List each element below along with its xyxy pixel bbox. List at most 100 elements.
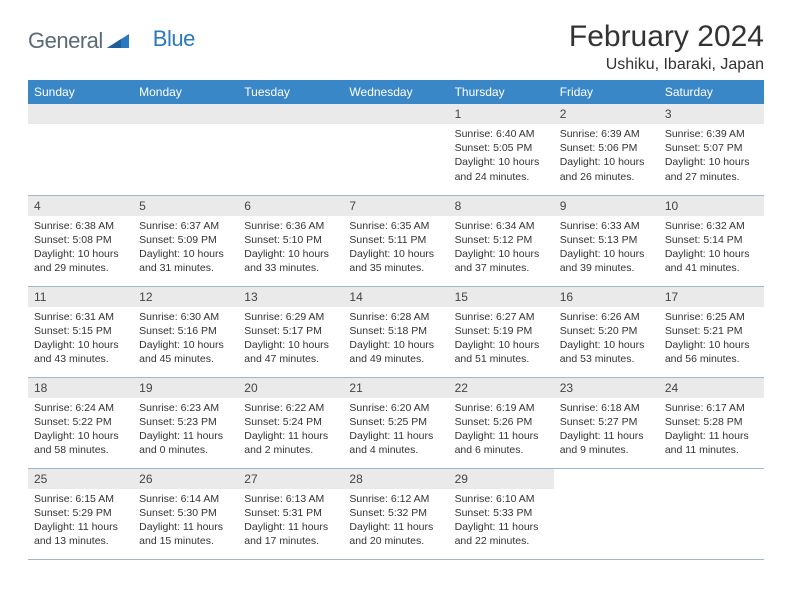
day-detail: Sunrise: 6:20 AMSunset: 5:25 PMDaylight:…: [343, 398, 448, 462]
day-cell: 22Sunrise: 6:19 AMSunset: 5:26 PMDayligh…: [449, 377, 554, 468]
empty-cell: [343, 104, 448, 195]
day-cell: 6Sunrise: 6:36 AMSunset: 5:10 PMDaylight…: [238, 195, 343, 286]
day-detail: Sunrise: 6:23 AMSunset: 5:23 PMDaylight:…: [133, 398, 238, 462]
sunrise-line: Sunrise: 6:22 AM: [244, 401, 337, 415]
sunset-line: Sunset: 5:30 PM: [139, 506, 232, 520]
sunset-line: Sunset: 5:28 PM: [665, 415, 758, 429]
day-cell: 25Sunrise: 6:15 AMSunset: 5:29 PMDayligh…: [28, 468, 133, 559]
sunrise-line: Sunrise: 6:27 AM: [455, 310, 548, 324]
day-number: 2: [554, 104, 659, 124]
daylight-line: Daylight: 11 hours and 22 minutes.: [455, 520, 548, 548]
empty-daynum: [28, 104, 133, 124]
day-number: 24: [659, 378, 764, 398]
day-cell: 8Sunrise: 6:34 AMSunset: 5:12 PMDaylight…: [449, 195, 554, 286]
sunrise-line: Sunrise: 6:37 AM: [139, 219, 232, 233]
day-detail: Sunrise: 6:12 AMSunset: 5:32 PMDaylight:…: [343, 489, 448, 553]
logo: General Blue: [28, 20, 195, 54]
day-detail: Sunrise: 6:27 AMSunset: 5:19 PMDaylight:…: [449, 307, 554, 371]
weekday-header: Saturday: [659, 80, 764, 104]
day-number: 11: [28, 287, 133, 307]
sunrise-line: Sunrise: 6:24 AM: [34, 401, 127, 415]
day-cell: 17Sunrise: 6:25 AMSunset: 5:21 PMDayligh…: [659, 286, 764, 377]
day-cell: 10Sunrise: 6:32 AMSunset: 5:14 PMDayligh…: [659, 195, 764, 286]
empty-daynum: [133, 104, 238, 124]
day-detail: Sunrise: 6:18 AMSunset: 5:27 PMDaylight:…: [554, 398, 659, 462]
day-cell: 26Sunrise: 6:14 AMSunset: 5:30 PMDayligh…: [133, 468, 238, 559]
sunset-line: Sunset: 5:26 PM: [455, 415, 548, 429]
sunset-line: Sunset: 5:22 PM: [34, 415, 127, 429]
sunset-line: Sunset: 5:23 PM: [139, 415, 232, 429]
calendar-week-row: 11Sunrise: 6:31 AMSunset: 5:15 PMDayligh…: [28, 286, 764, 377]
logo-text-general: General: [28, 28, 103, 54]
daylight-line: Daylight: 10 hours and 26 minutes.: [560, 155, 653, 183]
sunset-line: Sunset: 5:16 PM: [139, 324, 232, 338]
daylight-line: Daylight: 10 hours and 29 minutes.: [34, 247, 127, 275]
day-cell: 19Sunrise: 6:23 AMSunset: 5:23 PMDayligh…: [133, 377, 238, 468]
logo-text-blue: Blue: [153, 26, 195, 52]
sunset-line: Sunset: 5:10 PM: [244, 233, 337, 247]
daylight-line: Daylight: 10 hours and 43 minutes.: [34, 338, 127, 366]
day-number: 23: [554, 378, 659, 398]
day-number: 6: [238, 196, 343, 216]
day-detail: Sunrise: 6:13 AMSunset: 5:31 PMDaylight:…: [238, 489, 343, 553]
day-detail: Sunrise: 6:31 AMSunset: 5:15 PMDaylight:…: [28, 307, 133, 371]
daylight-line: Daylight: 11 hours and 2 minutes.: [244, 429, 337, 457]
sunset-line: Sunset: 5:15 PM: [34, 324, 127, 338]
calendar-body: 1Sunrise: 6:40 AMSunset: 5:05 PMDaylight…: [28, 104, 764, 559]
day-number: 10: [659, 196, 764, 216]
sunrise-line: Sunrise: 6:29 AM: [244, 310, 337, 324]
weekday-header: Sunday: [28, 80, 133, 104]
day-cell: 9Sunrise: 6:33 AMSunset: 5:13 PMDaylight…: [554, 195, 659, 286]
daylight-line: Daylight: 11 hours and 20 minutes.: [349, 520, 442, 548]
day-cell: 24 Sunrise: 6:17 AMSunset: 5:28 PMDayligh…: [659, 377, 764, 468]
daylight-line: Daylight: 10 hours and 45 minutes.: [139, 338, 232, 366]
day-number: 4: [28, 196, 133, 216]
daylight-line: Daylight: 10 hours and 51 minutes.: [455, 338, 548, 366]
day-detail: Sunrise: 6:37 AMSunset: 5:09 PMDaylight:…: [133, 216, 238, 280]
day-cell: 4Sunrise: 6:38 AMSunset: 5:08 PMDaylight…: [28, 195, 133, 286]
sunrise-line: Sunrise: 6:31 AM: [34, 310, 127, 324]
sunrise-line: Sunrise: 6:18 AM: [560, 401, 653, 415]
sunset-line: Sunset: 5:31 PM: [244, 506, 337, 520]
sunrise-line: Sunrise: 6:40 AM: [455, 127, 548, 141]
day-detail: Sunrise: 6:29 AMSunset: 5:17 PMDaylight:…: [238, 307, 343, 371]
day-cell: 29Sunrise: 6:10 AMSunset: 5:33 PMDayligh…: [449, 468, 554, 559]
month-title: February 2024: [569, 20, 764, 54]
sunrise-line: Sunrise: 6:33 AM: [560, 219, 653, 233]
sunset-line: Sunset: 5:20 PM: [560, 324, 653, 338]
sunrise-line: Sunrise: 6:17 AM: [665, 401, 758, 415]
day-number: 28: [343, 469, 448, 489]
empty-daynum: [238, 104, 343, 124]
sunset-line: Sunset: 5:08 PM: [34, 233, 127, 247]
sunset-line: Sunset: 5:09 PM: [139, 233, 232, 247]
sunset-line: Sunset: 5:18 PM: [349, 324, 442, 338]
day-number: 27: [238, 469, 343, 489]
daylight-line: Daylight: 11 hours and 11 minutes.: [665, 429, 758, 457]
sunrise-line: Sunrise: 6:39 AM: [560, 127, 653, 141]
day-number: 7: [343, 196, 448, 216]
day-detail: Sunrise: 6:40 AMSunset: 5:05 PMDaylight:…: [449, 124, 554, 188]
calendar-week-row: 25Sunrise: 6:15 AMSunset: 5:29 PMDayligh…: [28, 468, 764, 559]
day-cell: 21Sunrise: 6:20 AMSunset: 5:25 PMDayligh…: [343, 377, 448, 468]
day-detail: Sunrise: 6:35 AMSunset: 5:11 PMDaylight:…: [343, 216, 448, 280]
sunset-line: Sunset: 5:06 PM: [560, 141, 653, 155]
sunset-line: Sunset: 5:13 PM: [560, 233, 653, 247]
sunset-line: Sunset: 5:29 PM: [34, 506, 127, 520]
sunset-line: Sunset: 5:05 PM: [455, 141, 548, 155]
daylight-line: Daylight: 10 hours and 33 minutes.: [244, 247, 337, 275]
day-number: 21: [343, 378, 448, 398]
day-number: 26: [133, 469, 238, 489]
day-detail: Sunrise: 6:15 AMSunset: 5:29 PMDaylight:…: [28, 489, 133, 553]
sunrise-line: Sunrise: 6:14 AM: [139, 492, 232, 506]
sunrise-line: Sunrise: 6:10 AM: [455, 492, 548, 506]
sunset-line: Sunset: 5:25 PM: [349, 415, 442, 429]
day-number: 17: [659, 287, 764, 307]
day-cell: 14Sunrise: 6:28 AMSunset: 5:18 PMDayligh…: [343, 286, 448, 377]
day-detail: Sunrise: 6:33 AMSunset: 5:13 PMDaylight:…: [554, 216, 659, 280]
daylight-line: Daylight: 10 hours and 27 minutes.: [665, 155, 758, 183]
sunset-line: Sunset: 5:12 PM: [455, 233, 548, 247]
day-cell: 27Sunrise: 6:13 AMSunset: 5:31 PMDayligh…: [238, 468, 343, 559]
logo-triangle-icon: [107, 30, 129, 53]
daylight-line: Daylight: 10 hours and 35 minutes.: [349, 247, 442, 275]
sunrise-line: Sunrise: 6:15 AM: [34, 492, 127, 506]
